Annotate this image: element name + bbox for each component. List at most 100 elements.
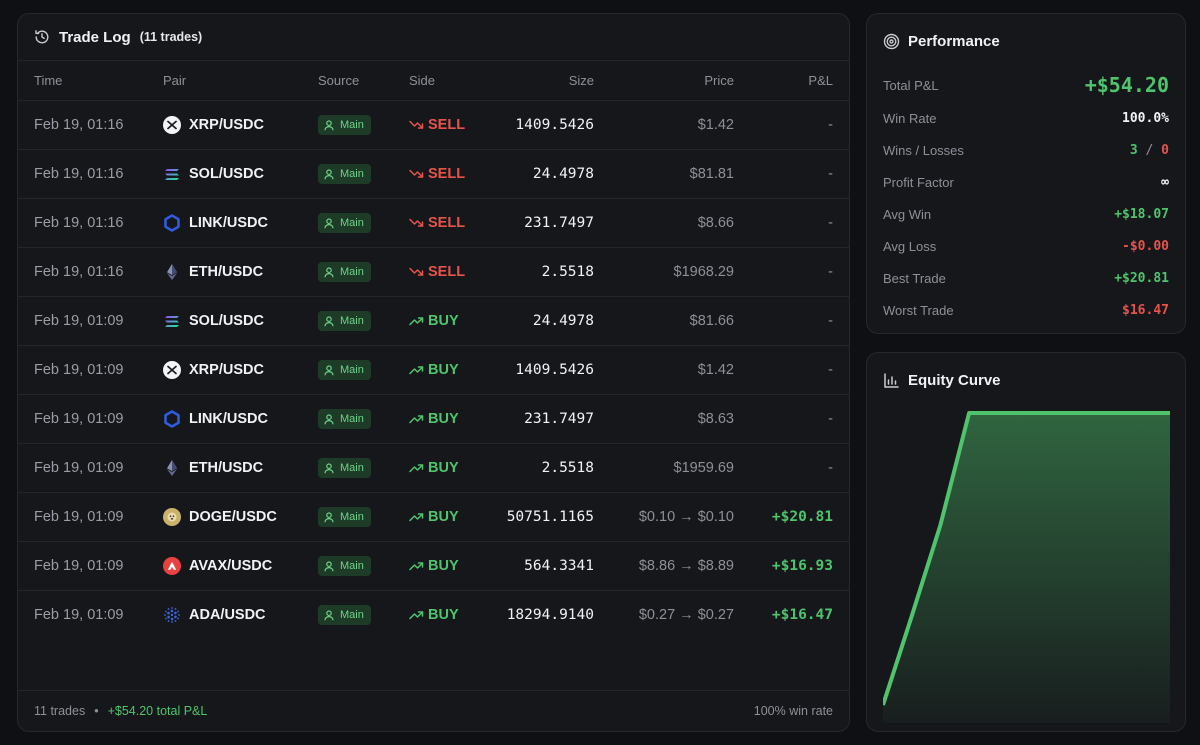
side-label: BUY — [428, 460, 459, 476]
stat-wins-losses: Wins / Losses 3 / 0 — [867, 134, 1185, 166]
trade-size: 2.5518 — [541, 264, 594, 280]
pair-label: LINK/USDC — [189, 215, 268, 231]
trade-price: $1968.29 — [673, 264, 734, 280]
bar-chart-icon — [883, 372, 900, 389]
user-icon — [324, 609, 334, 620]
column-header-pair[interactable]: Pair — [163, 73, 187, 88]
trade-pair: ADA/USDC — [163, 591, 266, 639]
source-badge: Main — [318, 311, 371, 331]
user-icon — [324, 364, 334, 375]
trade-pair: AVAX/USDC — [163, 542, 272, 590]
trade-pnl: - — [828, 215, 833, 231]
trade-pair: SOL/USDC — [163, 150, 264, 198]
trade-side: BUY — [409, 542, 459, 590]
source-badge: Main — [318, 409, 371, 429]
trend-up-icon — [409, 561, 424, 571]
trade-price: $8.66 — [697, 215, 734, 231]
table-row[interactable]: Feb 19, 01:09 XRP/USDC Main BUY 1409.5426 $1.… — [18, 345, 849, 394]
table-row[interactable]: Feb 19, 01:09 ETH/USDC Main BUY 2.5518 $1959.… — [18, 443, 849, 492]
table-row[interactable]: Feb 19, 01:09 SOL/USDC Main BUY 24.4978 $81.6… — [18, 296, 849, 345]
column-header-side[interactable]: Side — [409, 73, 436, 88]
trade-side: SELL — [409, 150, 465, 198]
trend-up-icon — [409, 414, 424, 424]
trade-size: 564.3341 — [524, 558, 594, 574]
trend-up-icon — [409, 463, 424, 473]
table-row[interactable]: Feb 19, 01:09 AVAX/USDC Main BUY 564.3341 $8.… — [18, 541, 849, 590]
trade-pair: SOL/USDC — [163, 297, 264, 345]
trade-size: 1409.5426 — [515, 362, 594, 378]
trade-side: BUY — [409, 591, 459, 639]
trade-source: Main — [318, 199, 371, 247]
trade-source: Main — [318, 248, 371, 296]
user-icon — [324, 560, 334, 571]
trade-source: Main — [318, 101, 371, 149]
side-label: BUY — [428, 607, 459, 623]
link-icon — [163, 214, 181, 232]
column-header-price[interactable]: Price — [704, 73, 734, 88]
stat-win-rate: Win Rate 100.0% — [867, 102, 1185, 134]
trade-size: 2.5518 — [541, 460, 594, 476]
trend-down-icon — [409, 169, 424, 179]
trade-rows: Feb 19, 01:16 XRP/USDC Main SELL 1409.5426 $1… — [18, 100, 849, 639]
equity-curve-title: Equity Curve — [908, 371, 1001, 389]
column-header-source[interactable]: Source — [318, 73, 360, 88]
stat-total-pnl: Total P&L +$54.20 — [867, 68, 1185, 102]
source-badge: Main — [318, 164, 371, 184]
avax-icon — [163, 557, 181, 575]
side-label: BUY — [428, 362, 459, 378]
trade-price: $8.63 — [697, 411, 734, 427]
trade-size: 1409.5426 — [515, 117, 594, 133]
stat-value: +$18.07 — [1114, 206, 1169, 222]
trade-source: Main — [318, 542, 371, 590]
source-label: Main — [340, 560, 364, 572]
table-row[interactable]: Feb 19, 01:16 ETH/USDC Main SELL 2.5518 $1968… — [18, 247, 849, 296]
trade-price: $0.10 → $0.10 — [638, 509, 734, 525]
column-header-pnl[interactable]: P&L — [808, 73, 833, 88]
trade-pnl: - — [828, 460, 833, 476]
trend-up-icon — [409, 512, 424, 522]
trade-time: Feb 19, 01:09 — [34, 558, 124, 574]
trade-time: Feb 19, 01:09 — [34, 362, 124, 378]
trade-source: Main — [318, 395, 371, 443]
pair-label: XRP/USDC — [189, 362, 264, 378]
table-row[interactable]: Feb 19, 01:09 ADA/USDC Main BUY 18294.9140 $0… — [18, 590, 849, 639]
source-badge: Main — [318, 262, 371, 282]
stat-label: Total P&L — [883, 77, 939, 93]
trade-log-header: Trade Log (11 trades) — [18, 14, 849, 60]
stat-label: Worst Trade — [883, 302, 954, 318]
trade-size: 231.7497 — [524, 411, 594, 427]
table-row[interactable]: Feb 19, 01:16 XRP/USDC Main SELL 1409.5426 $1… — [18, 100, 849, 149]
table-row[interactable]: Feb 19, 01:16 SOL/USDC Main SELL 24.4978 $81.… — [18, 149, 849, 198]
losses-count: 0 — [1161, 142, 1169, 158]
trade-table: Time Pair Source Side Size Price P&L Feb… — [18, 60, 849, 639]
column-header-size[interactable]: Size — [568, 73, 594, 88]
table-row[interactable]: Feb 19, 01:09 LINK/USDC Main BUY 231.7497 $8.… — [18, 394, 849, 443]
target-icon — [883, 33, 900, 50]
equity-curve-header: Equity Curve — [867, 353, 1185, 407]
source-label: Main — [340, 168, 364, 180]
table-row[interactable]: Feb 19, 01:16 LINK/USDC Main SELL 231.7497 $8… — [18, 198, 849, 247]
equity-curve-area — [883, 413, 1170, 723]
trade-side: BUY — [409, 346, 459, 394]
source-label: Main — [340, 364, 364, 376]
trade-side: BUY — [409, 395, 459, 443]
footer-trade-count: 11 trades — [34, 704, 86, 718]
column-header-time[interactable]: Time — [34, 73, 63, 88]
table-header-row: Time Pair Source Side Size Price P&L — [18, 60, 849, 100]
trade-time: Feb 19, 01:09 — [34, 607, 124, 623]
pair-label: ETH/USDC — [189, 460, 264, 476]
stat-value: $16.47 — [1122, 302, 1169, 318]
trade-pnl: - — [828, 362, 833, 378]
table-row[interactable]: Feb 19, 01:09 DOGE/USDC Main BUY 50751.1165 $… — [18, 492, 849, 541]
source-badge: Main — [318, 556, 371, 576]
doge-icon — [163, 508, 181, 526]
pair-label: AVAX/USDC — [189, 558, 273, 574]
trade-source: Main — [318, 297, 371, 345]
trade-count: (11 trades) — [139, 30, 203, 44]
trade-source: Main — [318, 150, 371, 198]
trade-pnl: - — [828, 411, 833, 427]
trade-price: $1.42 — [697, 117, 734, 133]
xrp-icon — [163, 116, 181, 134]
stat-value: 3 / 0 — [1130, 143, 1169, 158]
trend-up-icon — [409, 316, 424, 326]
